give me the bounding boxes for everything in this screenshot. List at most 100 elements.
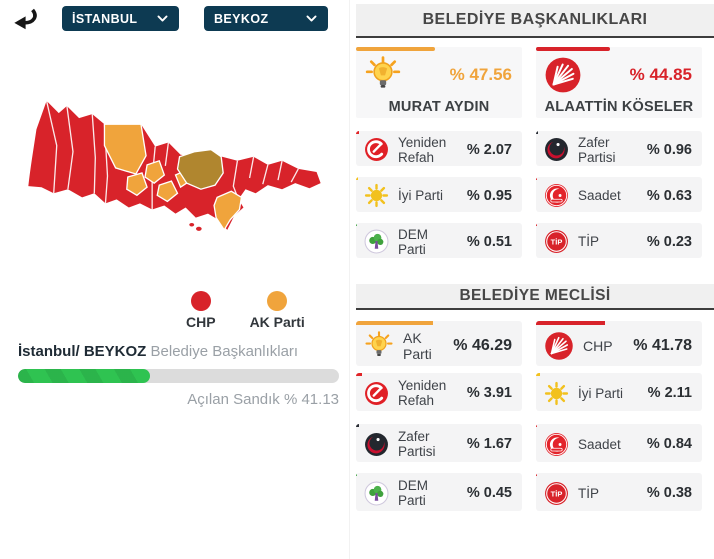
- party-vote-bar: [536, 373, 540, 376]
- back-button[interactable]: [8, 3, 40, 35]
- party-name: DEM Parti: [398, 478, 428, 509]
- map-legend: CHP AK Parti: [186, 291, 305, 330]
- party-percent: % 0.38: [646, 485, 692, 502]
- party-result-row-leader: CHP % 41.78: [536, 321, 702, 366]
- party-vote-bar: [536, 473, 537, 476]
- legend-item-akparti: AK Parti: [250, 291, 305, 330]
- party-vote-bar: [356, 424, 359, 427]
- opened-ballots-label: Açılan Sandık % 41.13: [187, 391, 339, 408]
- party-result-row: Zafer Partisi % 1.67: [356, 424, 522, 462]
- party-name: İyi Parti: [578, 385, 624, 401]
- chp-legend-dot: [190, 291, 211, 311]
- party-name: Yeniden Refah: [398, 378, 447, 409]
- party-name: Zafer Partisi: [578, 134, 616, 165]
- map-islands: [189, 223, 202, 231]
- party-percent: % 1.67: [466, 436, 512, 453]
- map-region-akparti[interactable]: [103, 123, 243, 232]
- akparti-logo-icon: [364, 56, 402, 94]
- tip-logo-icon: [544, 229, 569, 254]
- party-percent: % 46.29: [453, 336, 512, 354]
- akparti-legend-dot: [267, 291, 288, 311]
- party-vote-bar: [536, 131, 538, 134]
- candidate-vote-bar: [356, 47, 435, 51]
- party-name: TİP: [578, 485, 600, 501]
- party-percent: % 0.96: [646, 141, 692, 158]
- province-dropdown-label: İSTANBUL: [72, 11, 138, 26]
- province-dropdown[interactable]: İSTANBUL: [62, 6, 179, 31]
- party-vote-bar: [356, 131, 360, 134]
- candidate-percent: % 44.85: [629, 65, 692, 84]
- party-vote-bar: [356, 223, 357, 226]
- iyi-parti-logo-icon: [364, 183, 389, 208]
- candidate-name: ALAATTİN KÖSELER: [544, 99, 694, 115]
- party-result-row: İyi Parti % 2.11: [536, 373, 702, 411]
- akparti-logo-icon: [364, 331, 394, 361]
- map-caption-region: İstanbul/ BEYKOZ: [18, 343, 147, 360]
- party-vote-bar: [356, 177, 358, 180]
- chevron-down-icon: [157, 15, 168, 22]
- baskanlik-panel-title: BELEDİYE BAŞKANLIKLARI: [356, 4, 714, 38]
- istanbul-district-map[interactable]: [6, 56, 346, 292]
- party-name: CHP: [583, 337, 613, 354]
- saadet-logo-icon: [544, 432, 569, 457]
- dem-parti-logo-icon: [364, 481, 389, 506]
- party-result-row: TİP % 0.23: [536, 223, 702, 258]
- party-result-row-leader: AK Parti % 46.29: [356, 321, 522, 366]
- candidate-card-chp: % 44.85 ALAATTİN KÖSELER: [536, 47, 702, 118]
- zafer-logo-icon: [364, 432, 389, 457]
- candidate-card-akparti: % 47.56 MURAT AYDIN: [356, 47, 522, 118]
- party-result-row: İyi Parti % 0.95: [356, 177, 522, 212]
- party-name: DEM Parti: [398, 226, 428, 257]
- district-dropdown[interactable]: BEYKOZ: [204, 6, 328, 31]
- candidate-percent: % 47.56: [449, 65, 512, 84]
- vertical-divider: [349, 0, 350, 559]
- yeniden-refah-logo-icon: [364, 381, 389, 406]
- party-name: TİP: [578, 234, 600, 250]
- party-vote-bar: [536, 424, 538, 427]
- party-name: Saadet: [578, 436, 621, 452]
- candidate-vote-bar: [536, 47, 611, 51]
- party-result-row: Zafer Partisi % 0.96: [536, 131, 702, 166]
- zafer-logo-icon: [544, 137, 569, 162]
- party-percent: % 0.95: [466, 187, 512, 204]
- ballots-progress-fill: [18, 369, 151, 383]
- party-name: Saadet: [578, 188, 621, 204]
- party-vote-bar: [536, 177, 538, 180]
- yeniden-refah-logo-icon: [364, 137, 389, 162]
- dem-parti-logo-icon: [364, 229, 389, 254]
- party-result-row: Saadet % 0.84: [536, 424, 702, 462]
- map-caption-type: Belediye Başkanlıkları: [150, 343, 299, 360]
- legend-label: AK Parti: [249, 314, 305, 330]
- map-district-beykoz-selected[interactable]: [176, 148, 224, 190]
- iyi-parti-logo-icon: [544, 381, 569, 406]
- party-name: Zafer Partisi: [398, 429, 436, 460]
- map-region-chp: [28, 100, 321, 230]
- party-result-row: Yeniden Refah % 3.91: [356, 373, 522, 411]
- map-caption: İstanbul/ BEYKOZ Belediye Başkanlıkları: [18, 343, 298, 360]
- party-percent: % 3.91: [466, 385, 512, 402]
- party-result-row: DEM Parti % 0.51: [356, 223, 522, 258]
- party-percent: % 2.07: [466, 141, 512, 158]
- chp-logo-icon: [544, 56, 582, 94]
- party-result-row: Saadet % 0.63: [536, 177, 702, 212]
- chp-logo-icon: [544, 331, 574, 361]
- party-percent: % 0.84: [646, 436, 692, 453]
- back-arrow-icon: [14, 8, 37, 30]
- party-result-row: Yeniden Refah % 2.07: [356, 131, 522, 166]
- meclis-panel-title: BELEDİYE MECLİSİ: [356, 284, 714, 310]
- legend-label: CHP: [186, 314, 216, 330]
- party-percent: % 0.23: [646, 233, 692, 250]
- party-percent: % 2.11: [647, 385, 692, 402]
- district-dropdown-label: BEYKOZ: [214, 11, 269, 26]
- party-result-row: DEM Parti % 0.45: [356, 473, 522, 511]
- party-name: İyi Parti: [398, 188, 444, 204]
- party-percent: % 0.63: [646, 187, 692, 204]
- tip-logo-icon: [544, 481, 569, 506]
- party-name: AK Parti: [403, 329, 432, 362]
- party-vote-bar: [356, 473, 357, 476]
- party-percent: % 0.51: [466, 233, 512, 250]
- party-vote-bar: [356, 321, 433, 325]
- party-percent: % 41.78: [633, 336, 692, 354]
- saadet-logo-icon: [544, 183, 569, 208]
